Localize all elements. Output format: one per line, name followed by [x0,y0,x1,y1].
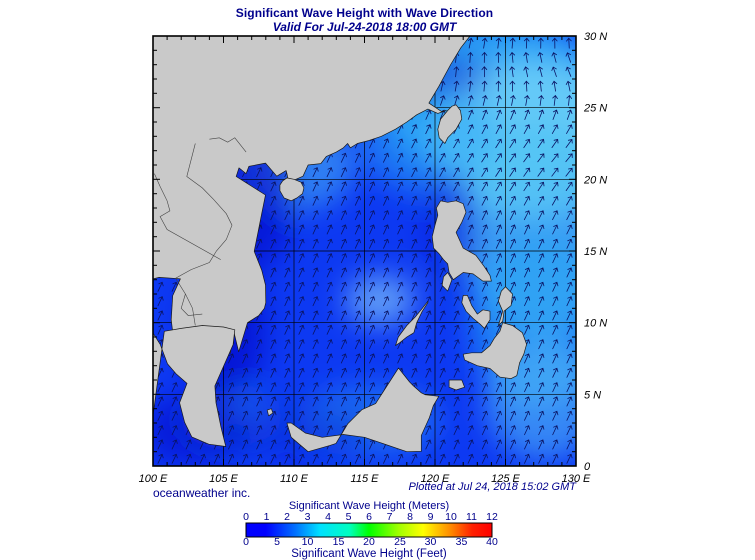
svg-text:Significant Wave Height (Feet): Significant Wave Height (Feet) [291,548,447,560]
svg-text:0: 0 [243,536,249,548]
svg-text:10: 10 [445,511,457,523]
svg-text:1: 1 [264,511,270,523]
svg-text:5: 5 [274,536,280,548]
svg-text:0: 0 [584,461,591,473]
svg-text:5: 5 [346,511,352,523]
svg-text:6: 6 [366,511,372,523]
svg-text:11: 11 [466,511,477,523]
svg-text:15 N: 15 N [584,246,607,258]
svg-text:35: 35 [456,536,468,548]
svg-text:5 N: 5 N [584,389,601,401]
svg-text:2: 2 [284,511,290,523]
svg-text:15: 15 [333,536,345,548]
svg-text:oceanweather inc.: oceanweather inc. [153,486,250,500]
svg-text:9: 9 [428,511,434,523]
svg-text:4: 4 [325,511,331,523]
svg-text:40: 40 [486,536,498,548]
svg-text:10 N: 10 N [584,318,607,330]
svg-text:30: 30 [425,536,437,548]
svg-text:100 E: 100 E [139,473,168,485]
svg-text:110 E: 110 E [280,473,309,485]
svg-text:25: 25 [394,536,406,548]
svg-text:115 E: 115 E [351,473,380,485]
svg-text:12: 12 [486,511,498,523]
svg-text:0: 0 [243,511,249,523]
svg-text:25 N: 25 N [583,103,607,115]
svg-text:10: 10 [302,536,314,548]
svg-text:20: 20 [363,536,375,548]
svg-text:7: 7 [387,511,393,523]
svg-text:105 E: 105 E [209,473,238,485]
svg-text:3: 3 [305,511,311,523]
svg-text:30 N: 30 N [584,31,607,43]
svg-text:8: 8 [407,511,413,523]
svg-text:20 N: 20 N [583,174,607,186]
svg-text:Plotted at Jul 24, 2018 15:02: Plotted at Jul 24, 2018 15:02 GMT [408,481,577,493]
